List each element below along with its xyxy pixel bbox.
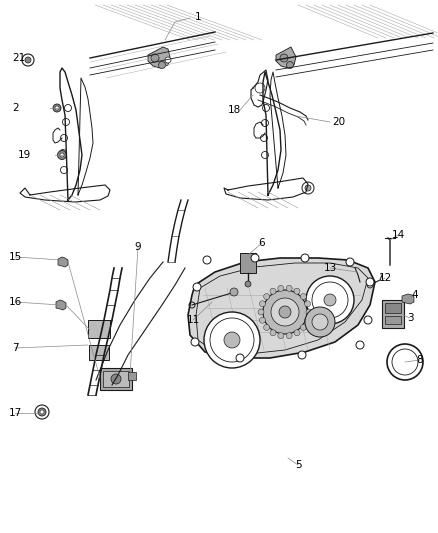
Bar <box>385 316 401 324</box>
Text: 2: 2 <box>12 103 19 113</box>
Circle shape <box>264 294 270 300</box>
Circle shape <box>366 278 374 286</box>
Polygon shape <box>56 300 66 310</box>
Circle shape <box>204 312 260 368</box>
Circle shape <box>324 294 336 306</box>
Bar <box>88 320 110 338</box>
Polygon shape <box>58 257 68 267</box>
Bar <box>103 371 129 387</box>
Circle shape <box>191 338 199 346</box>
Text: 1: 1 <box>195 12 201 22</box>
Circle shape <box>111 374 121 384</box>
Text: 5: 5 <box>295 460 301 470</box>
Circle shape <box>286 285 292 292</box>
Bar <box>128 372 136 380</box>
Circle shape <box>304 317 311 323</box>
Text: 18: 18 <box>228 105 241 115</box>
Circle shape <box>224 332 240 348</box>
Circle shape <box>193 283 201 291</box>
Circle shape <box>294 288 300 294</box>
Text: 7: 7 <box>12 343 18 353</box>
Circle shape <box>278 285 284 292</box>
Circle shape <box>306 276 354 324</box>
Bar <box>382 300 404 328</box>
Circle shape <box>312 314 328 330</box>
Circle shape <box>203 256 211 264</box>
Circle shape <box>159 61 166 69</box>
Polygon shape <box>148 47 170 68</box>
Circle shape <box>271 298 299 326</box>
Circle shape <box>60 153 64 157</box>
Circle shape <box>294 330 300 336</box>
Circle shape <box>305 185 311 191</box>
Text: 21: 21 <box>12 53 25 63</box>
Text: 11: 11 <box>187 315 200 325</box>
Circle shape <box>259 301 265 307</box>
Circle shape <box>278 333 284 338</box>
Circle shape <box>298 351 306 359</box>
Circle shape <box>53 104 61 112</box>
Text: 8: 8 <box>417 355 423 365</box>
Circle shape <box>236 354 244 362</box>
Circle shape <box>263 290 307 334</box>
Circle shape <box>57 150 67 159</box>
Bar <box>240 253 256 273</box>
Circle shape <box>300 294 307 300</box>
Circle shape <box>306 309 312 315</box>
Circle shape <box>356 341 364 349</box>
Text: 12: 12 <box>378 273 392 283</box>
Circle shape <box>300 325 307 330</box>
Text: 6: 6 <box>259 238 265 248</box>
Circle shape <box>55 106 59 110</box>
Text: 20: 20 <box>332 117 345 127</box>
Polygon shape <box>188 258 375 358</box>
Text: 4: 4 <box>412 290 418 300</box>
Circle shape <box>280 54 288 62</box>
Text: 17: 17 <box>8 408 21 418</box>
Bar <box>385 303 401 313</box>
Circle shape <box>304 301 311 307</box>
Circle shape <box>259 317 265 323</box>
Circle shape <box>305 307 335 337</box>
Circle shape <box>230 288 238 296</box>
Bar <box>100 368 132 390</box>
Circle shape <box>251 254 259 262</box>
Text: 19: 19 <box>18 150 31 160</box>
Text: 9: 9 <box>135 242 141 252</box>
Circle shape <box>151 54 159 62</box>
Circle shape <box>346 258 354 266</box>
Circle shape <box>270 330 276 336</box>
Text: 14: 14 <box>392 230 405 240</box>
Circle shape <box>245 281 251 287</box>
Text: 15: 15 <box>8 252 21 262</box>
Circle shape <box>286 333 292 338</box>
Text: 3: 3 <box>407 313 413 323</box>
Circle shape <box>38 408 46 416</box>
Circle shape <box>258 309 264 315</box>
Circle shape <box>270 288 276 294</box>
Circle shape <box>264 325 270 330</box>
Circle shape <box>301 254 309 262</box>
Circle shape <box>286 61 293 69</box>
Circle shape <box>364 316 372 324</box>
Text: 16: 16 <box>8 297 21 307</box>
Circle shape <box>40 410 44 414</box>
Circle shape <box>279 306 291 318</box>
Polygon shape <box>402 294 414 304</box>
Circle shape <box>25 57 31 63</box>
Circle shape <box>165 57 171 63</box>
Bar <box>89 345 109 360</box>
Text: 13: 13 <box>323 263 337 273</box>
Polygon shape <box>276 47 296 68</box>
